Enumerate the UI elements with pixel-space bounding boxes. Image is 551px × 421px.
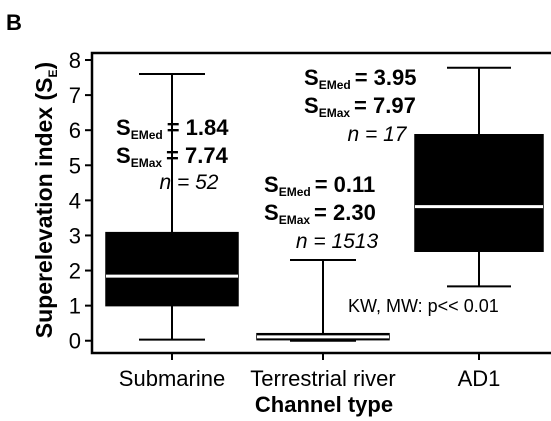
- y-tick-label: 4: [69, 188, 81, 213]
- y-axis-title-subscript: E: [46, 69, 60, 77]
- box-3: [414, 66, 544, 288]
- y-axis-title-close: ): [31, 62, 57, 70]
- x-axis: Submarine Terrestrial river AD1: [119, 353, 501, 391]
- y-tick-label: 8: [69, 48, 81, 73]
- plot-frame: [90, 51, 551, 355]
- y-axis-title: Superelevation index (SE): [31, 62, 60, 338]
- median-stat: SEMed = 3.95: [304, 65, 416, 92]
- iqr-box: [105, 231, 239, 307]
- y-axis-title-main: Superelevation index (S: [31, 77, 57, 338]
- iqr-box: [414, 134, 544, 252]
- x-tick-label: AD1: [458, 366, 501, 391]
- sample-size: n = 52: [160, 171, 219, 194]
- median-stat: SEMed = 1.84: [116, 115, 229, 142]
- y-tick-label: 0: [69, 329, 81, 354]
- y-tick-label: 2: [69, 259, 81, 284]
- max-stat: SEMax = 7.74: [116, 143, 229, 170]
- x-tick-label: Submarine: [119, 366, 225, 391]
- max-stat: SEMax = 2.30: [264, 200, 376, 227]
- stats-note: KW, MW: p<< 0.01: [348, 296, 499, 316]
- sample-size: n = 17: [348, 123, 408, 146]
- median-stat: SEMed = 0.11: [264, 172, 375, 199]
- max-stat: SEMax = 7.97: [304, 93, 416, 120]
- x-axis-title: Channel type: [255, 392, 393, 417]
- y-axis: 0 1 2 3 4 5 6 7 8: [69, 48, 92, 354]
- y-tick-label: 3: [69, 223, 81, 248]
- y-tick-label: 5: [69, 153, 81, 178]
- box-1: [105, 73, 239, 341]
- box-2: [256, 259, 390, 342]
- y-tick-label: 1: [69, 294, 81, 319]
- panel-label: B: [6, 10, 22, 35]
- sample-size: n = 1513: [296, 230, 379, 253]
- y-tick-label: 6: [69, 118, 81, 143]
- x-tick-label: Terrestrial river: [250, 366, 395, 391]
- y-tick-label: 7: [69, 83, 81, 108]
